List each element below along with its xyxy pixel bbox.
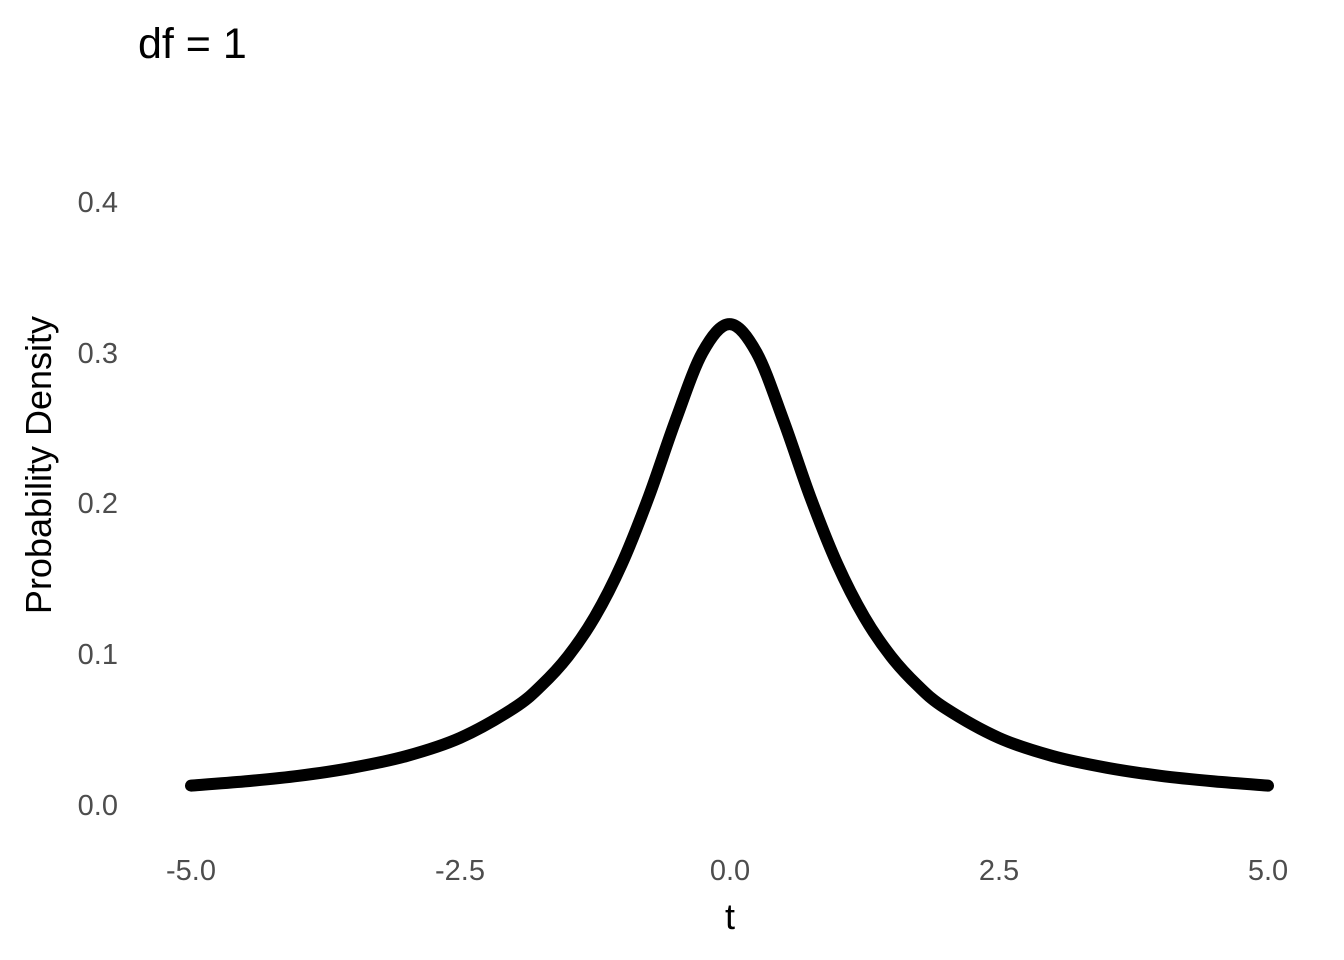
y-tick-label-0: 0.0 bbox=[78, 790, 118, 822]
y-axis: 0.0 0.1 0.2 0.3 0.4 bbox=[78, 187, 118, 822]
y-tick-label-1: 0.1 bbox=[78, 639, 118, 671]
y-axis-title: Probability Density bbox=[18, 316, 59, 614]
x-tick-label-1: -2.5 bbox=[435, 855, 485, 887]
x-axis-title: t bbox=[725, 896, 735, 937]
density-curve bbox=[185, 318, 1274, 792]
x-tick-label-0: -5.0 bbox=[166, 855, 216, 887]
y-tick-label-3: 0.3 bbox=[78, 338, 118, 370]
x-tick-label-3: 2.5 bbox=[979, 855, 1019, 887]
x-tick-label-4: 5.0 bbox=[1248, 855, 1288, 887]
x-axis: -5.0 -2.5 0.0 2.5 5.0 bbox=[166, 855, 1288, 887]
x-tick-label-2: 0.0 bbox=[710, 855, 750, 887]
chart-title: df = 1 bbox=[138, 20, 247, 68]
y-tick-label-2: 0.2 bbox=[78, 488, 118, 520]
y-tick-label-4: 0.4 bbox=[78, 187, 118, 219]
